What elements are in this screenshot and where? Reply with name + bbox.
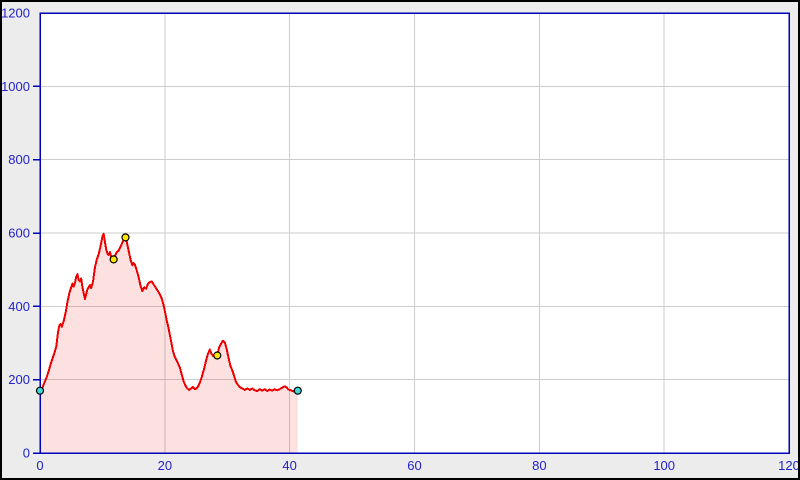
x-tick-label-60: 60 [407, 458, 421, 473]
end-marker [293, 386, 302, 395]
x-tick-label-80: 80 [532, 458, 546, 473]
y-tick-label-400: 400 [8, 299, 30, 314]
elevation-profile-line [39, 232, 299, 393]
y-tick-label-600: 600 [8, 226, 30, 241]
x-tick-label-100: 100 [653, 458, 675, 473]
start-marker [35, 386, 45, 395]
y-tick-label-800: 800 [8, 152, 30, 167]
y-tick-label-1000: 1000 [1, 79, 30, 94]
x-tick-label-40: 40 [282, 458, 296, 473]
x-tick-label-0: 0 [36, 458, 43, 473]
peak-marker-3 [213, 351, 222, 360]
y-tick-label-0: 0 [23, 446, 30, 461]
peak-marker-1 [109, 255, 118, 264]
x-tick-label-20: 20 [158, 458, 172, 473]
peak-marker-2 [121, 233, 130, 242]
elevation-profile-area [40, 233, 298, 453]
y-tick-label-200: 200 [8, 372, 30, 387]
plot-border [39, 12, 790, 454]
y-tick-label-1200: 1200 [1, 6, 30, 21]
x-tick-label-120: 120 [778, 458, 800, 473]
